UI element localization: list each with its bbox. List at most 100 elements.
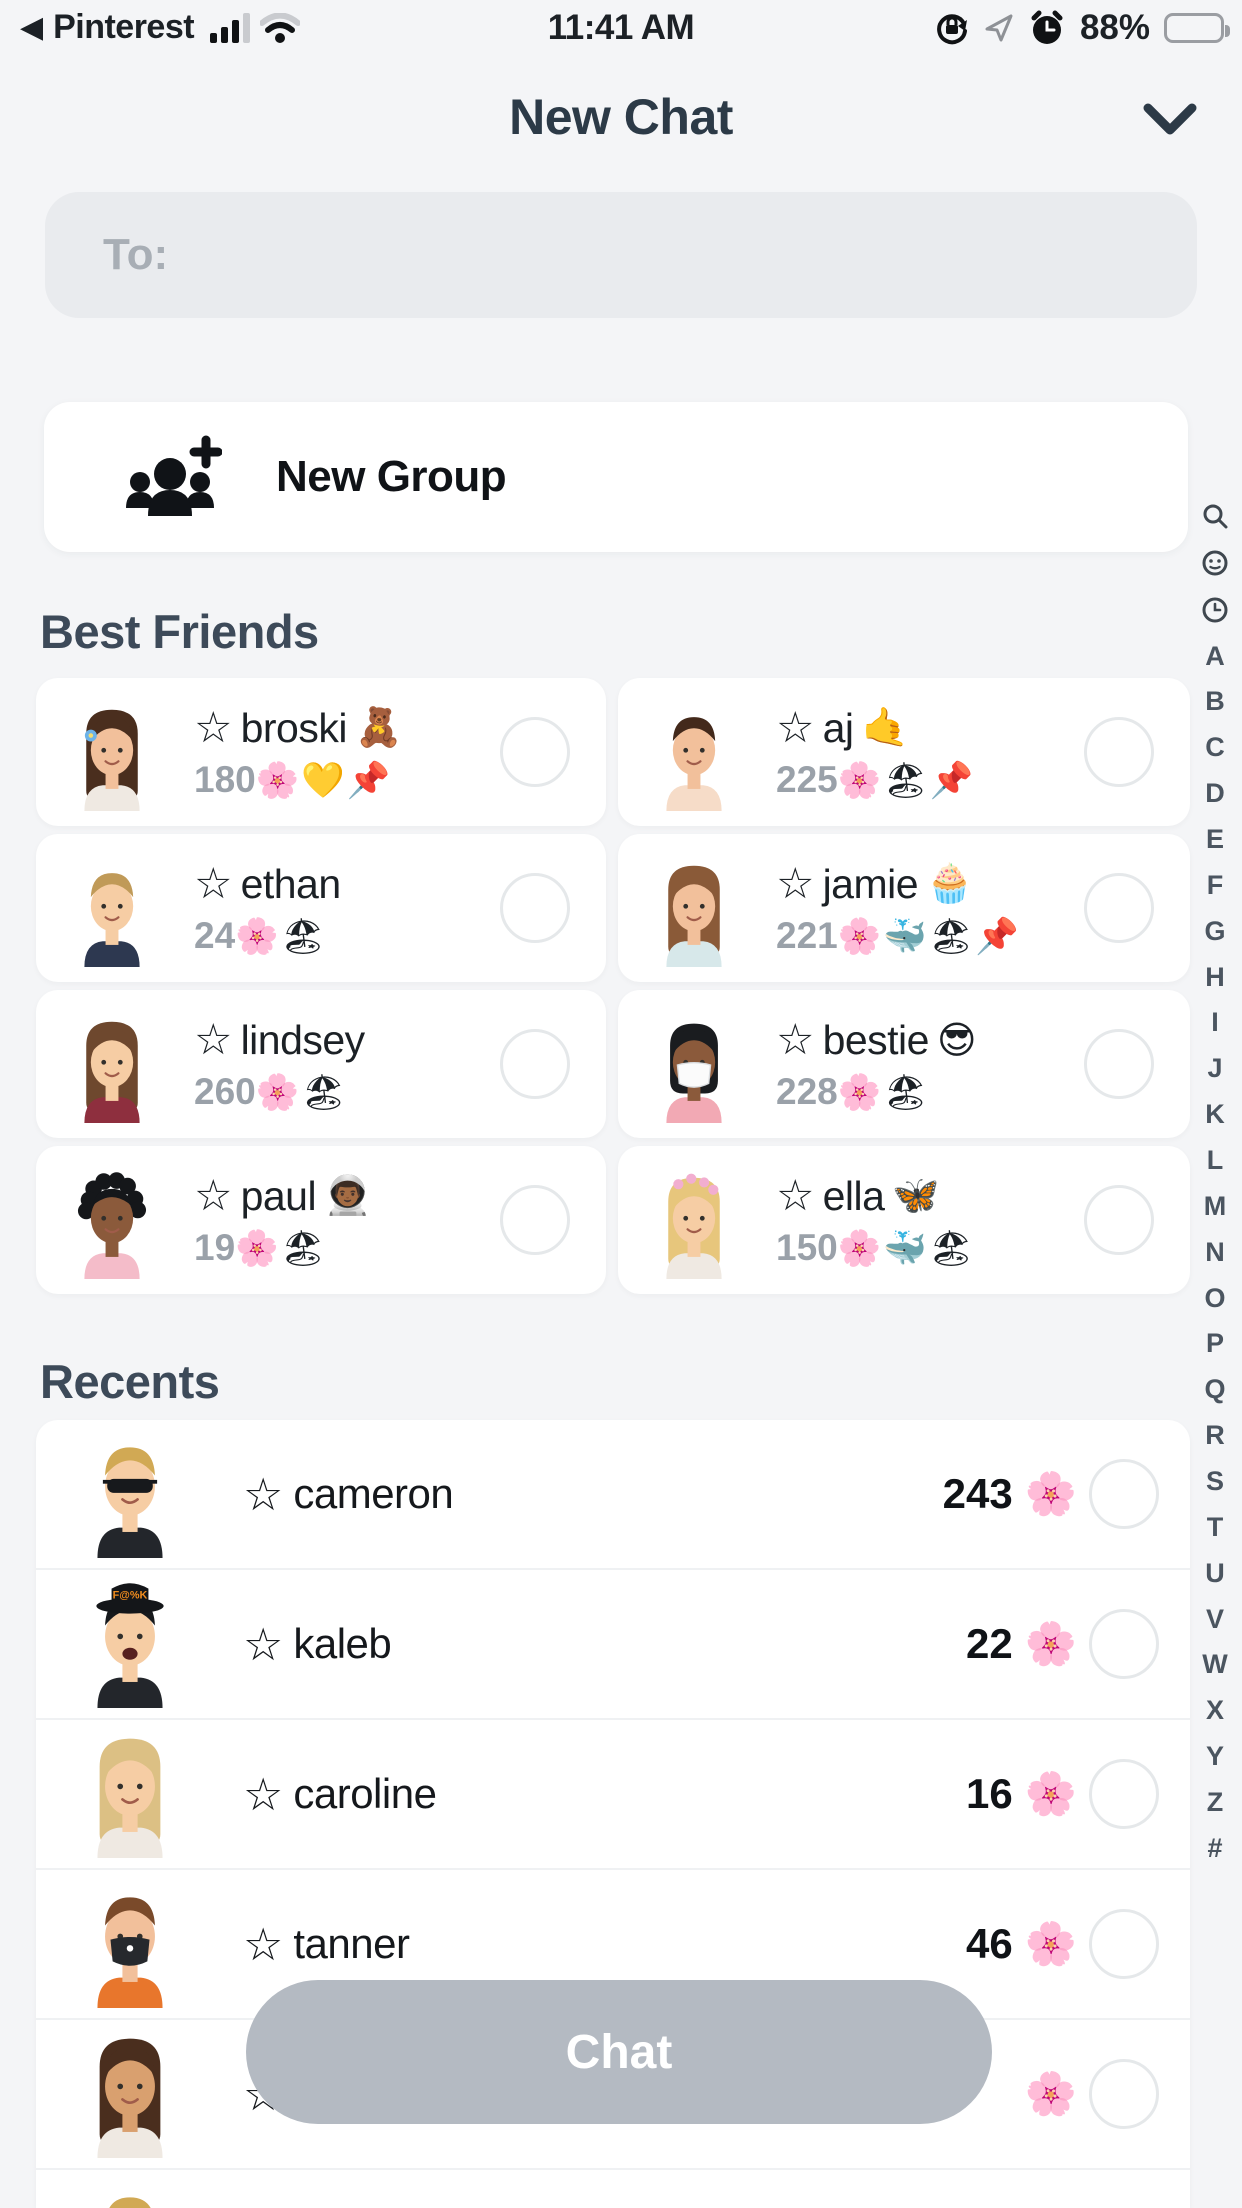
snap-score: 260 (194, 1071, 256, 1112)
index-letter-E[interactable]: E (1205, 824, 1224, 855)
snap-score: 22 (965, 1620, 1013, 1667)
select-friend-checkbox[interactable] (1089, 1459, 1159, 1529)
best-friend-card[interactable]: ☆ jamie 🧁 221 🌸🐳🏖📌 (618, 834, 1190, 982)
search-icon[interactable] (1201, 502, 1229, 530)
recent-friend-row[interactable]: ☆ cameron 243 🌸 (36, 1420, 1190, 1570)
smiley-icon[interactable] (1201, 549, 1229, 577)
index-letter-C[interactable]: C (1205, 732, 1225, 763)
index-letter-L[interactable]: L (1206, 1145, 1224, 1176)
to-placeholder: To: (103, 230, 169, 279)
friend-emojis: 🌸🏖📌 (837, 760, 976, 800)
snap-score: 19 (194, 1227, 236, 1268)
back-to-app[interactable]: ◀ Pinterest (20, 8, 301, 47)
index-letter-P[interactable]: P (1205, 1328, 1224, 1359)
select-friend-checkbox[interactable] (500, 1185, 570, 1255)
select-friend-checkbox[interactable] (1089, 2059, 1159, 2129)
friend-name: ethan (240, 860, 342, 907)
recent-friend-row[interactable]: ☆ caroline 16 🌸 (36, 1720, 1190, 1870)
chevron-down-icon[interactable] (1142, 100, 1198, 140)
best-friend-card[interactable]: ☆ aj 🤙 225 🌸🏖📌 (618, 678, 1190, 826)
index-letter-R[interactable]: R (1205, 1420, 1225, 1451)
avatar (75, 1880, 185, 2008)
friend-name: cameron (293, 1470, 454, 1517)
friend-emojis: 🌸 (1024, 2069, 1077, 2117)
star-icon: ☆ (243, 1618, 284, 1670)
status-bar: ◀ Pinterest 11:41 AM (0, 0, 1242, 58)
avatar (648, 849, 740, 967)
index-letter-I[interactable]: I (1211, 1007, 1219, 1038)
snap-score: 150 (776, 1227, 838, 1268)
friend-name-emoji: 👨🏾‍🚀 (324, 1175, 372, 1217)
rotation-lock-icon (934, 10, 970, 46)
avatar (75, 2030, 185, 2158)
index-letter-M[interactable]: M (1203, 1190, 1227, 1221)
index-letter-#[interactable]: # (1207, 1832, 1223, 1863)
select-friend-checkbox[interactable] (1084, 717, 1154, 787)
new-group-button[interactable]: New Group (44, 402, 1188, 552)
to-recipient-input[interactable]: To: (45, 192, 1197, 318)
select-friend-checkbox[interactable] (1084, 873, 1154, 943)
index-letter-K[interactable]: K (1205, 1099, 1225, 1130)
friend-emojis: 🌸💛📌 (255, 760, 393, 800)
best-friend-card[interactable]: ☆ bestie 😎 228 🌸🏖 (618, 990, 1190, 1138)
index-letter-W[interactable]: W (1202, 1649, 1228, 1680)
index-letter-V[interactable]: V (1205, 1603, 1224, 1634)
snap-score: 228 (776, 1071, 838, 1112)
recents-title: Recents (40, 1355, 220, 1408)
friend-name: tanner (293, 1920, 410, 1967)
friend-name-emoji: 🧁 (926, 863, 974, 905)
index-letter-A[interactable]: A (1205, 640, 1225, 671)
avatar (66, 693, 158, 811)
battery-icon (1164, 13, 1230, 43)
wifi-icon (260, 12, 301, 43)
index-letter-S[interactable]: S (1205, 1466, 1224, 1497)
index-letter-N[interactable]: N (1205, 1236, 1225, 1267)
avatar (648, 693, 740, 811)
friend-emojis: 🌸 (1024, 1919, 1077, 1967)
index-letter-Z[interactable]: Z (1206, 1787, 1224, 1818)
recent-friend-row[interactable]: ☆ tanner 46 🌸 (36, 1870, 1190, 2020)
recent-friend-row[interactable] (36, 2170, 1190, 2208)
star-icon: ☆ (194, 704, 233, 752)
best-friend-card[interactable]: ☆ lindsey 260 🌸🏖 (36, 990, 606, 1138)
clock-icon[interactable] (1201, 596, 1229, 624)
index-letter-O[interactable]: O (1204, 1282, 1226, 1313)
index-letter-G[interactable]: G (1204, 915, 1226, 946)
back-app-label: Pinterest (53, 8, 195, 46)
friend-emojis: 🌸 (1024, 1469, 1077, 1517)
select-friend-checkbox[interactable] (500, 873, 570, 943)
snap-score: 180 (194, 759, 256, 800)
index-letter-F[interactable]: F (1206, 869, 1224, 900)
recent-friend-row[interactable]: ☆ c 🌸 (36, 2020, 1190, 2170)
index-letter-T[interactable]: T (1206, 1511, 1224, 1542)
select-friend-checkbox[interactable] (500, 1029, 570, 1099)
best-friend-card[interactable]: ☆ ethan 24 🌸🏖 (36, 834, 606, 982)
index-letter-J[interactable]: J (1207, 1053, 1223, 1084)
select-friend-checkbox[interactable] (500, 717, 570, 787)
select-friend-checkbox[interactable] (1089, 1609, 1159, 1679)
friend-emojis: 🌸🐳🏖📌 (837, 916, 1021, 956)
index-letter-B[interactable]: B (1205, 686, 1225, 717)
select-friend-checkbox[interactable] (1084, 1185, 1154, 1255)
recent-friend-row[interactable]: F@%K ☆ kaleb 22 🌸 (36, 1570, 1190, 1720)
chat-button[interactable]: Chat (246, 1980, 992, 2124)
index-letter-U[interactable]: U (1205, 1557, 1225, 1588)
select-friend-checkbox[interactable] (1084, 1029, 1154, 1099)
index-letter-Q[interactable]: Q (1204, 1374, 1226, 1405)
friend-emojis: 🌸 (1024, 1619, 1077, 1667)
select-friend-checkbox[interactable] (1089, 1909, 1159, 1979)
index-letter-H[interactable]: H (1205, 961, 1225, 992)
friend-name-emoji: 🧸 (354, 707, 403, 749)
friend-emojis: 🌸🏖 (235, 1228, 328, 1268)
best-friend-card[interactable]: ☆ broski 🧸 180 🌸💛📌 (36, 678, 606, 826)
snap-score: 16 (965, 1770, 1013, 1817)
best-friend-card[interactable]: ☆ paul 👨🏾‍🚀 19 🌸🏖 (36, 1146, 606, 1294)
index-letter-Y[interactable]: Y (1205, 1741, 1224, 1772)
friend-emojis: 🌸🐳🏖 (837, 1228, 976, 1268)
friend-name: lindsey (240, 1016, 366, 1063)
best-friend-card[interactable]: ☆ ella 🦋 150 🌸🐳🏖 (618, 1146, 1190, 1294)
index-letter-D[interactable]: D (1205, 778, 1225, 809)
select-friend-checkbox[interactable] (1089, 1759, 1159, 1829)
index-letter-X[interactable]: X (1205, 1695, 1224, 1726)
battery-percent: 88% (1079, 8, 1150, 47)
